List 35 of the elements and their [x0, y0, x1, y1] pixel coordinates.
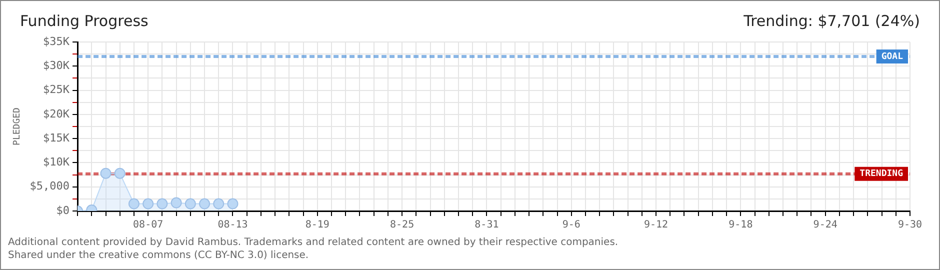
- x-tick-label: 9-24: [813, 220, 838, 231]
- y-tick-label: $15K: [43, 131, 70, 144]
- point: [184, 198, 196, 210]
- y-axis-title: PLEDGED: [12, 108, 23, 146]
- point: [142, 198, 154, 210]
- text: Shared under the creative commons (CC BY-NC 3.0) license.: [8, 249, 310, 262]
- point: [170, 197, 182, 208]
- text: Additional content provided by David Rambus. Trademarks and related content are owned by their respective companies.: [8, 236, 618, 249]
- y-tick-label: $25K: [43, 83, 70, 96]
- point: [227, 198, 238, 210]
- point: [156, 198, 168, 210]
- point: [114, 168, 126, 179]
- x-tick-label: 08-07: [133, 220, 164, 231]
- chart-title: Funding Progress: [20, 12, 148, 30]
- y-tick-label: $30K: [43, 59, 70, 72]
- x-tick-label: 8-31: [474, 220, 499, 231]
- y-tick-label: $0: [56, 204, 70, 217]
- y-tick-label: $5,000: [30, 180, 70, 193]
- ref-line-label: TRENDING: [860, 169, 904, 180]
- point: [213, 198, 224, 210]
- ref-line-label: GOAL: [881, 52, 904, 62]
- x-tick-label: 8-25: [390, 220, 414, 231]
- x-tick-label: 8-19: [305, 220, 330, 231]
- x-tick-label: 9-18: [728, 220, 753, 231]
- x-tick-label: 08-13: [218, 220, 248, 231]
- y-tick-label: $10K: [43, 156, 70, 169]
- point: [199, 198, 210, 210]
- y-tick-label: $20K: [43, 107, 70, 120]
- y-tick-label: $35K: [43, 34, 70, 48]
- x-tick-label: 9-30: [898, 220, 922, 231]
- point: [100, 168, 112, 179]
- x-tick-label: 9-6: [562, 220, 580, 231]
- x-tick-label: 9-12: [644, 220, 668, 231]
- point: [128, 198, 140, 210]
- text: Trending: $7,701 (24%): [744, 12, 920, 30]
